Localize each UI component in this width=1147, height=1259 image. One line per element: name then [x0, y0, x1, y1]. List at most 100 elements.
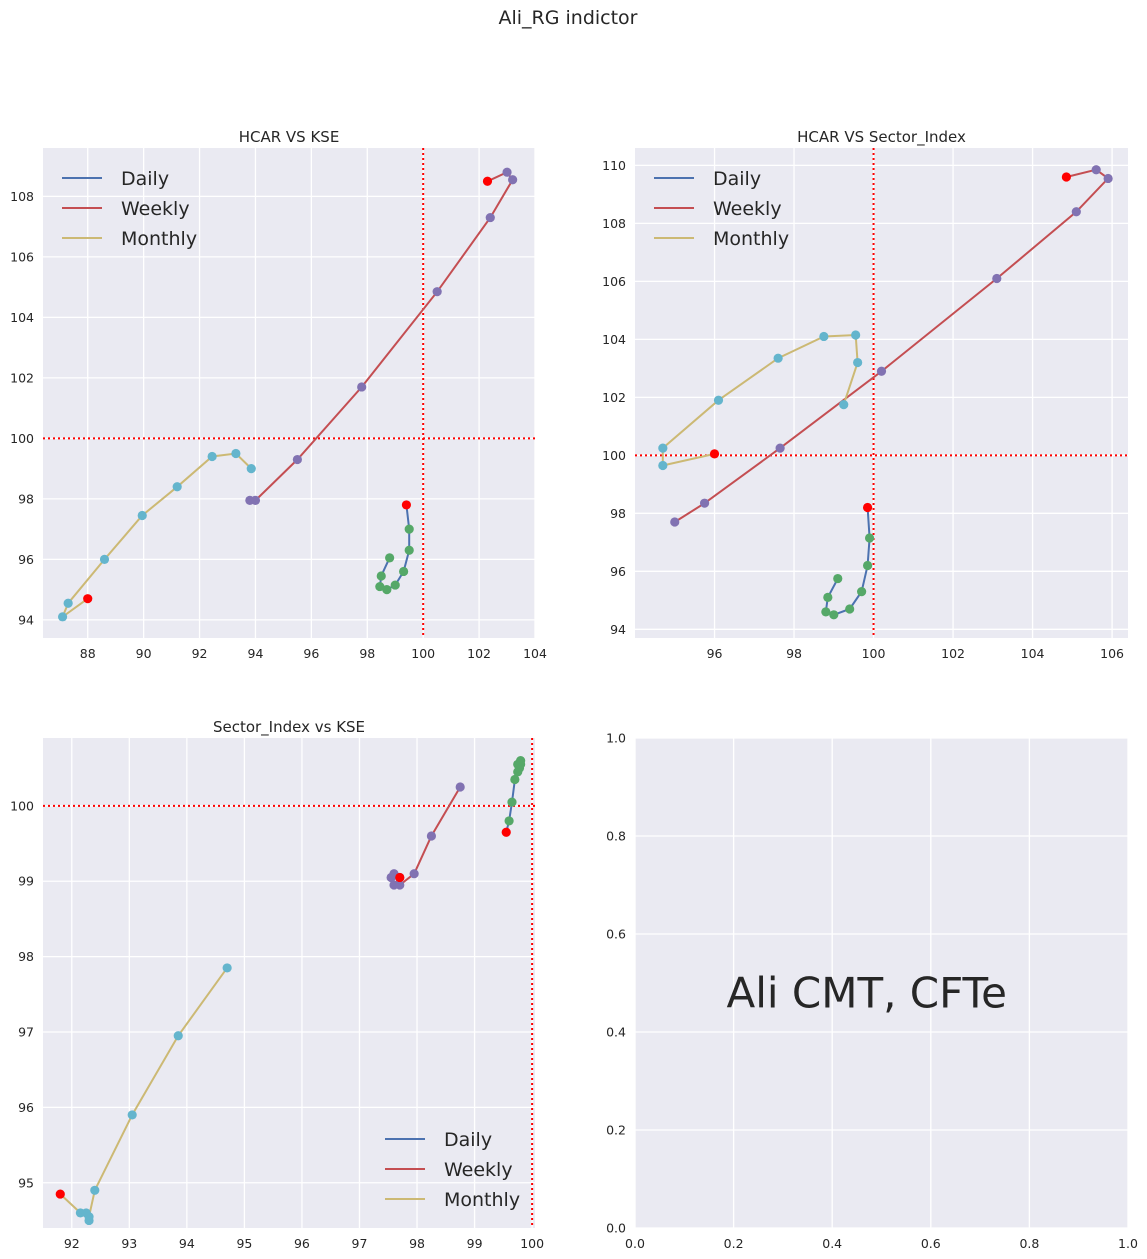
start-point-weekly [1061, 172, 1071, 182]
data-point-weekly [508, 175, 518, 185]
panel-title: HCAR VS Sector_Index [797, 128, 966, 147]
y-tick-label: 106 [602, 274, 626, 289]
y-tick-label: 99 [18, 874, 34, 889]
y-tick-label: 0.8 [606, 829, 626, 844]
x-tick-label: 0.4 [822, 1236, 842, 1251]
legend-label-monthly: Monthly [444, 1189, 520, 1211]
y-tick-label: 96 [18, 552, 34, 567]
data-point-monthly [173, 1031, 183, 1041]
data-point-monthly [90, 1185, 100, 1195]
y-tick-label: 0.6 [606, 927, 626, 942]
x-tick-label: 102 [941, 646, 965, 661]
legend-label-monthly: Monthly [713, 228, 789, 250]
y-tick-label: 98 [18, 491, 34, 506]
x-tick-label: 92 [192, 646, 208, 661]
x-tick-label: 95 [236, 1236, 252, 1251]
data-point-weekly [502, 167, 512, 177]
data-point-weekly [775, 443, 785, 453]
plot-area [43, 148, 535, 638]
x-tick-label: 100 [411, 646, 435, 661]
data-point-monthly [231, 448, 241, 459]
y-tick-label: 98 [18, 949, 34, 964]
figure-suptitle: Ali_RG indictor [498, 7, 637, 29]
y-tick-label: 95 [18, 1175, 34, 1190]
data-point-weekly [357, 382, 367, 392]
x-tick-label: 88 [80, 646, 96, 661]
data-point-daily [404, 524, 414, 534]
data-point-daily [382, 585, 392, 595]
start-point-weekly [482, 176, 493, 186]
data-point-monthly [63, 598, 73, 608]
tick-labels: 0.0 0.2 0.4 0.6 0.8 1.0 0.0 0.2 0.4 0.6 0.8 1.0 [606, 731, 1138, 1252]
start-point-monthly [709, 449, 720, 459]
data-point-monthly [222, 963, 232, 973]
data-point-monthly [127, 1110, 137, 1120]
data-point-daily [376, 571, 386, 581]
data-point-daily [864, 533, 875, 543]
legend-label-weekly: Weekly [713, 198, 782, 220]
start-point-daily [501, 827, 511, 837]
data-point-daily [390, 580, 400, 590]
y-tick-label: 98 [610, 506, 626, 521]
data-point-weekly [432, 287, 442, 297]
legend-label-monthly: Monthly [121, 228, 197, 250]
data-point-monthly [819, 331, 829, 342]
data-point-daily [823, 592, 833, 603]
data-point-daily [399, 566, 409, 577]
data-point-monthly [137, 510, 147, 521]
y-tick-label: 104 [602, 332, 626, 347]
data-point-daily [516, 756, 526, 766]
data-point-weekly [409, 869, 419, 879]
x-tick-label: 104 [523, 646, 547, 661]
data-point-daily [829, 610, 839, 620]
y-tick-label: 96 [18, 1100, 34, 1115]
panel-title: HCAR VS KSE [239, 128, 340, 146]
data-point-monthly [658, 460, 668, 471]
data-point-monthly [172, 482, 182, 492]
start-point-monthly [55, 1189, 65, 1199]
x-tick-label: 94 [179, 1236, 195, 1251]
data-point-weekly [395, 880, 405, 890]
panel-hcar-vs-kse: HCAR VS KSE 88 90 92 94 96 98 100 102 104 94 96 98 10… [10, 128, 547, 661]
data-point-weekly [1091, 165, 1101, 175]
data-point-daily [385, 553, 395, 563]
legend: Daily Weekly Monthly [654, 168, 789, 250]
y-tick-label: 1.0 [606, 731, 626, 746]
data-point-weekly [876, 366, 887, 376]
x-tick-label: 0.6 [921, 1236, 941, 1251]
panel-empty: 0.0 0.2 0.4 0.6 0.8 1.0 0.0 0.2 0.4 0.6 0.8 1.0 Ali… [606, 731, 1138, 1252]
y-tick-label: 106 [10, 249, 34, 264]
data-point-daily [404, 545, 414, 555]
legend: Daily Weekly Monthly [385, 1129, 520, 1211]
data-point-daily [821, 607, 831, 617]
legend: Daily Weekly Monthly [62, 168, 197, 250]
data-point-monthly [246, 464, 256, 474]
watermark-note: Ali CMT, CFTe [726, 969, 1006, 1018]
panel-hcar-vs-sector-index: HCAR VS Sector_Index 96 98 100 102 104 106 94 96… [602, 128, 1128, 661]
x-tick-label: 0.2 [724, 1236, 744, 1251]
legend-label-daily: Daily [444, 1129, 492, 1151]
data-point-weekly [245, 495, 255, 505]
data-point-weekly [1071, 207, 1081, 217]
start-point-daily [862, 502, 873, 513]
data-point-monthly [853, 357, 863, 368]
data-point-weekly [1103, 173, 1113, 184]
panel-title: Sector_Index vs KSE [213, 718, 365, 737]
y-tick-label: 108 [10, 189, 34, 204]
start-point-weekly [395, 872, 405, 883]
x-tick-label: 100 [520, 1236, 544, 1251]
data-point-monthly [773, 353, 783, 363]
data-point-monthly [57, 612, 68, 622]
y-tick-label: 102 [10, 370, 34, 385]
data-point-daily [375, 581, 385, 592]
x-tick-label: 99 [467, 1236, 483, 1251]
y-tick-label: 104 [10, 310, 34, 325]
x-tick-label: 98 [359, 646, 375, 661]
x-tick-label: 97 [352, 1236, 368, 1251]
start-point-monthly [83, 594, 93, 604]
data-point-weekly [292, 454, 302, 465]
y-tick-label: 0.2 [606, 1123, 626, 1138]
x-tick-label: 0.0 [625, 1236, 645, 1251]
data-point-monthly [84, 1212, 94, 1222]
y-tick-label: 94 [18, 612, 34, 627]
